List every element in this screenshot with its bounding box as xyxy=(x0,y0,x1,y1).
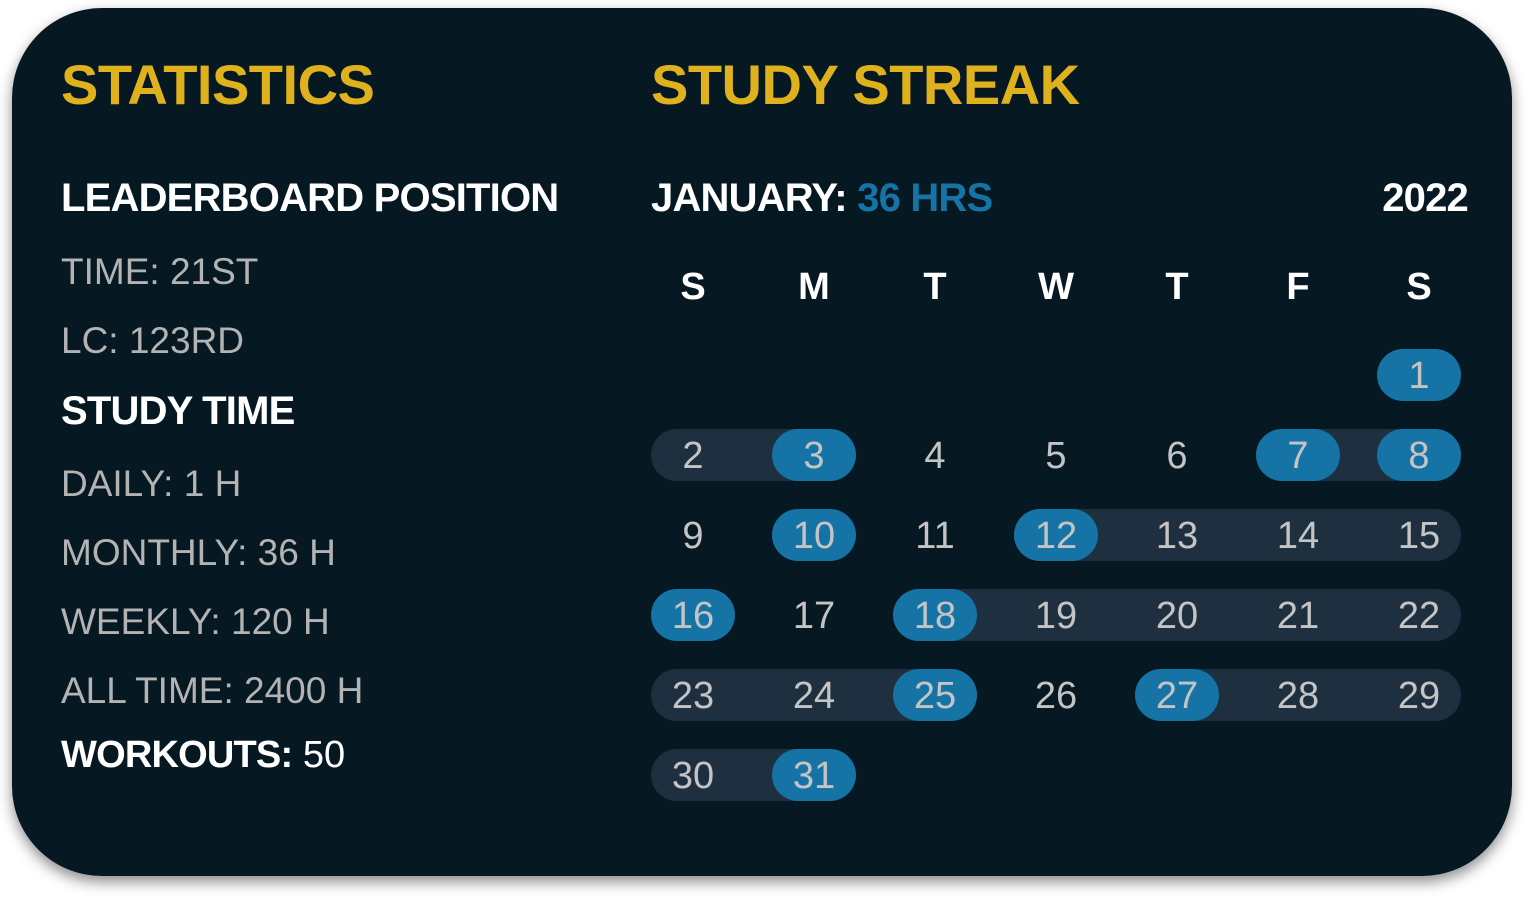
workouts-label: WORKOUTS: xyxy=(61,734,293,776)
workouts-value: 50 xyxy=(292,734,346,776)
calendar-day[interactable]: 30 xyxy=(671,755,715,797)
calendar-day[interactable]: 5 xyxy=(1045,435,1067,477)
streak-bar xyxy=(893,589,1461,641)
studied-day-highlight xyxy=(893,669,977,721)
calendar-day[interactable]: 7 xyxy=(1287,435,1309,477)
calendar-day[interactable]: 18 xyxy=(913,595,957,637)
calendar-day[interactable]: 4 xyxy=(924,435,946,477)
studied-day-highlight xyxy=(1135,669,1219,721)
studied-day-highlight xyxy=(772,429,856,481)
monthly-time: MONTHLY: 36 H xyxy=(61,532,336,573)
leaderboard-heading: LEADERBOARD POSITION xyxy=(61,176,559,220)
statistics-title: STATISTICS xyxy=(61,53,375,116)
calendar-day[interactable]: 25 xyxy=(913,675,957,717)
weekday-label: S xyxy=(1406,266,1432,308)
weekday-label: M xyxy=(798,266,830,308)
calendar-day[interactable]: 13 xyxy=(1155,515,1199,557)
studied-day-highlight xyxy=(1256,429,1340,481)
studied-day-highlight xyxy=(772,509,856,561)
calendar-day[interactable]: 10 xyxy=(792,515,836,557)
leaderboard-time: TIME: 21ST xyxy=(61,251,259,292)
calendar-day[interactable]: 19 xyxy=(1034,595,1078,637)
statistics-card: STATISTICS LEADERBOARD POSITION TIME: 21… xyxy=(12,8,1512,876)
calendar-day[interactable]: 14 xyxy=(1276,515,1320,557)
year-label: 2022 xyxy=(1382,176,1469,220)
weekday-label: F xyxy=(1286,266,1310,308)
weekday-label: S xyxy=(680,266,706,308)
calendar-day[interactable]: 29 xyxy=(1397,675,1441,717)
calendar-day[interactable]: 17 xyxy=(792,595,836,637)
month-summary: JANUARY: 36 HRS xyxy=(651,176,993,221)
weekday-label: T xyxy=(1165,266,1189,308)
studied-day-highlight xyxy=(1377,429,1461,481)
month-label: JANUARY: xyxy=(651,176,848,220)
studied-day-highlight xyxy=(1377,349,1461,401)
study-time-heading: STUDY TIME xyxy=(61,389,295,433)
month-hours: 36 HRS xyxy=(846,176,993,220)
studied-day-highlight xyxy=(772,749,856,801)
studied-day-highlight xyxy=(1014,509,1098,561)
calendar-day[interactable]: 31 xyxy=(792,755,836,797)
weekday-label: W xyxy=(1038,266,1074,308)
calendar-day[interactable]: 24 xyxy=(792,675,836,717)
daily-time: DAILY: 1 H xyxy=(61,463,242,504)
calendar-day[interactable]: 1 xyxy=(1408,355,1430,397)
weekly-time: WEEKLY: 120 H xyxy=(61,601,330,642)
calendar-day[interactable]: 8 xyxy=(1408,435,1430,477)
calendar-day[interactable]: 6 xyxy=(1166,435,1188,477)
calendar-day[interactable]: 23 xyxy=(671,675,715,717)
calendar-day[interactable]: 21 xyxy=(1276,595,1320,637)
study-streak-title: STUDY STREAK xyxy=(651,53,1080,116)
all-time: ALL TIME: 2400 H xyxy=(61,670,364,711)
calendar-day[interactable]: 16 xyxy=(671,595,715,637)
leaderboard-lc: LC: 123RD xyxy=(61,320,245,361)
calendar-day[interactable]: 12 xyxy=(1034,515,1078,557)
calendar-day[interactable]: 15 xyxy=(1397,515,1441,557)
calendar-day[interactable]: 26 xyxy=(1034,675,1078,717)
calendar-day[interactable]: 9 xyxy=(682,515,704,557)
weekday-label: T xyxy=(923,266,947,308)
calendar-day[interactable]: 20 xyxy=(1155,595,1199,637)
studied-day-highlight xyxy=(893,589,977,641)
calendar-day[interactable]: 27 xyxy=(1155,675,1199,717)
calendar-day[interactable]: 3 xyxy=(803,435,825,477)
workouts: WORKOUTS: 50 xyxy=(61,734,345,777)
studied-day-highlight xyxy=(651,589,735,641)
calendar-day[interactable]: 2 xyxy=(682,435,704,477)
calendar-day[interactable]: 22 xyxy=(1397,595,1441,637)
calendar-day[interactable]: 11 xyxy=(915,515,955,557)
calendar-day[interactable]: 28 xyxy=(1276,675,1320,717)
